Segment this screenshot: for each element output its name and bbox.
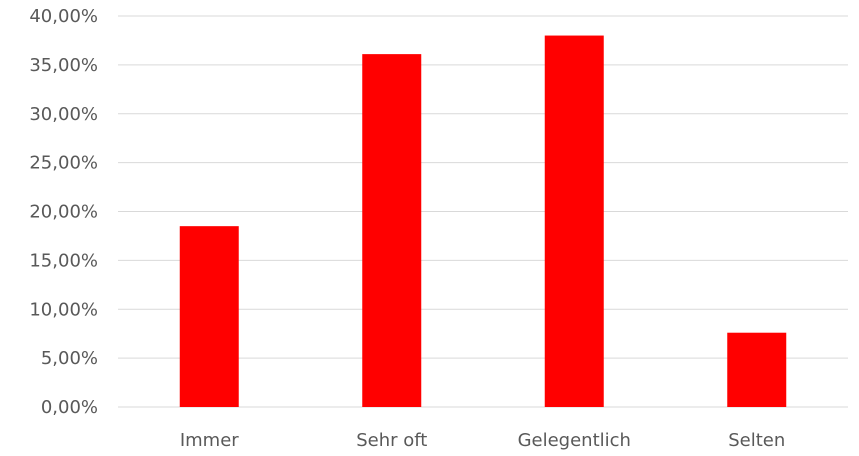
y-tick-label: 20,00%: [29, 202, 98, 223]
x-axis-category-labels: Immer Sehr oft Gelegentlich Selten: [180, 430, 785, 451]
bar-gelegentlich: [544, 35, 604, 408]
y-tick-label: 25,00%: [29, 153, 98, 174]
y-axis-tick-labels: 0,00% 5,00% 10,00% 15,00% 20,00% 25,00% 30,00%…: [29, 6, 98, 418]
y-tick-label: 0,00%: [41, 397, 98, 418]
y-tick-label: 10,00%: [29, 299, 98, 320]
y-tick-label: 30,00%: [29, 104, 98, 125]
y-tick-label: 5,00%: [41, 348, 98, 369]
bar-selten: [727, 332, 787, 407]
x-category-label: Gelegentlich: [518, 430, 631, 451]
y-tick-label: 40,00%: [29, 6, 98, 27]
x-category-label: Selten: [728, 430, 785, 451]
y-tick-label: 35,00%: [29, 55, 98, 76]
bars: [179, 35, 787, 408]
y-tick-label: 15,00%: [29, 250, 98, 271]
x-category-label: Sehr oft: [356, 430, 427, 451]
bar-immer: [179, 226, 239, 407]
bar-sehr-oft: [362, 54, 422, 408]
gridlines: [118, 15, 848, 408]
x-category-label: Immer: [180, 430, 239, 451]
